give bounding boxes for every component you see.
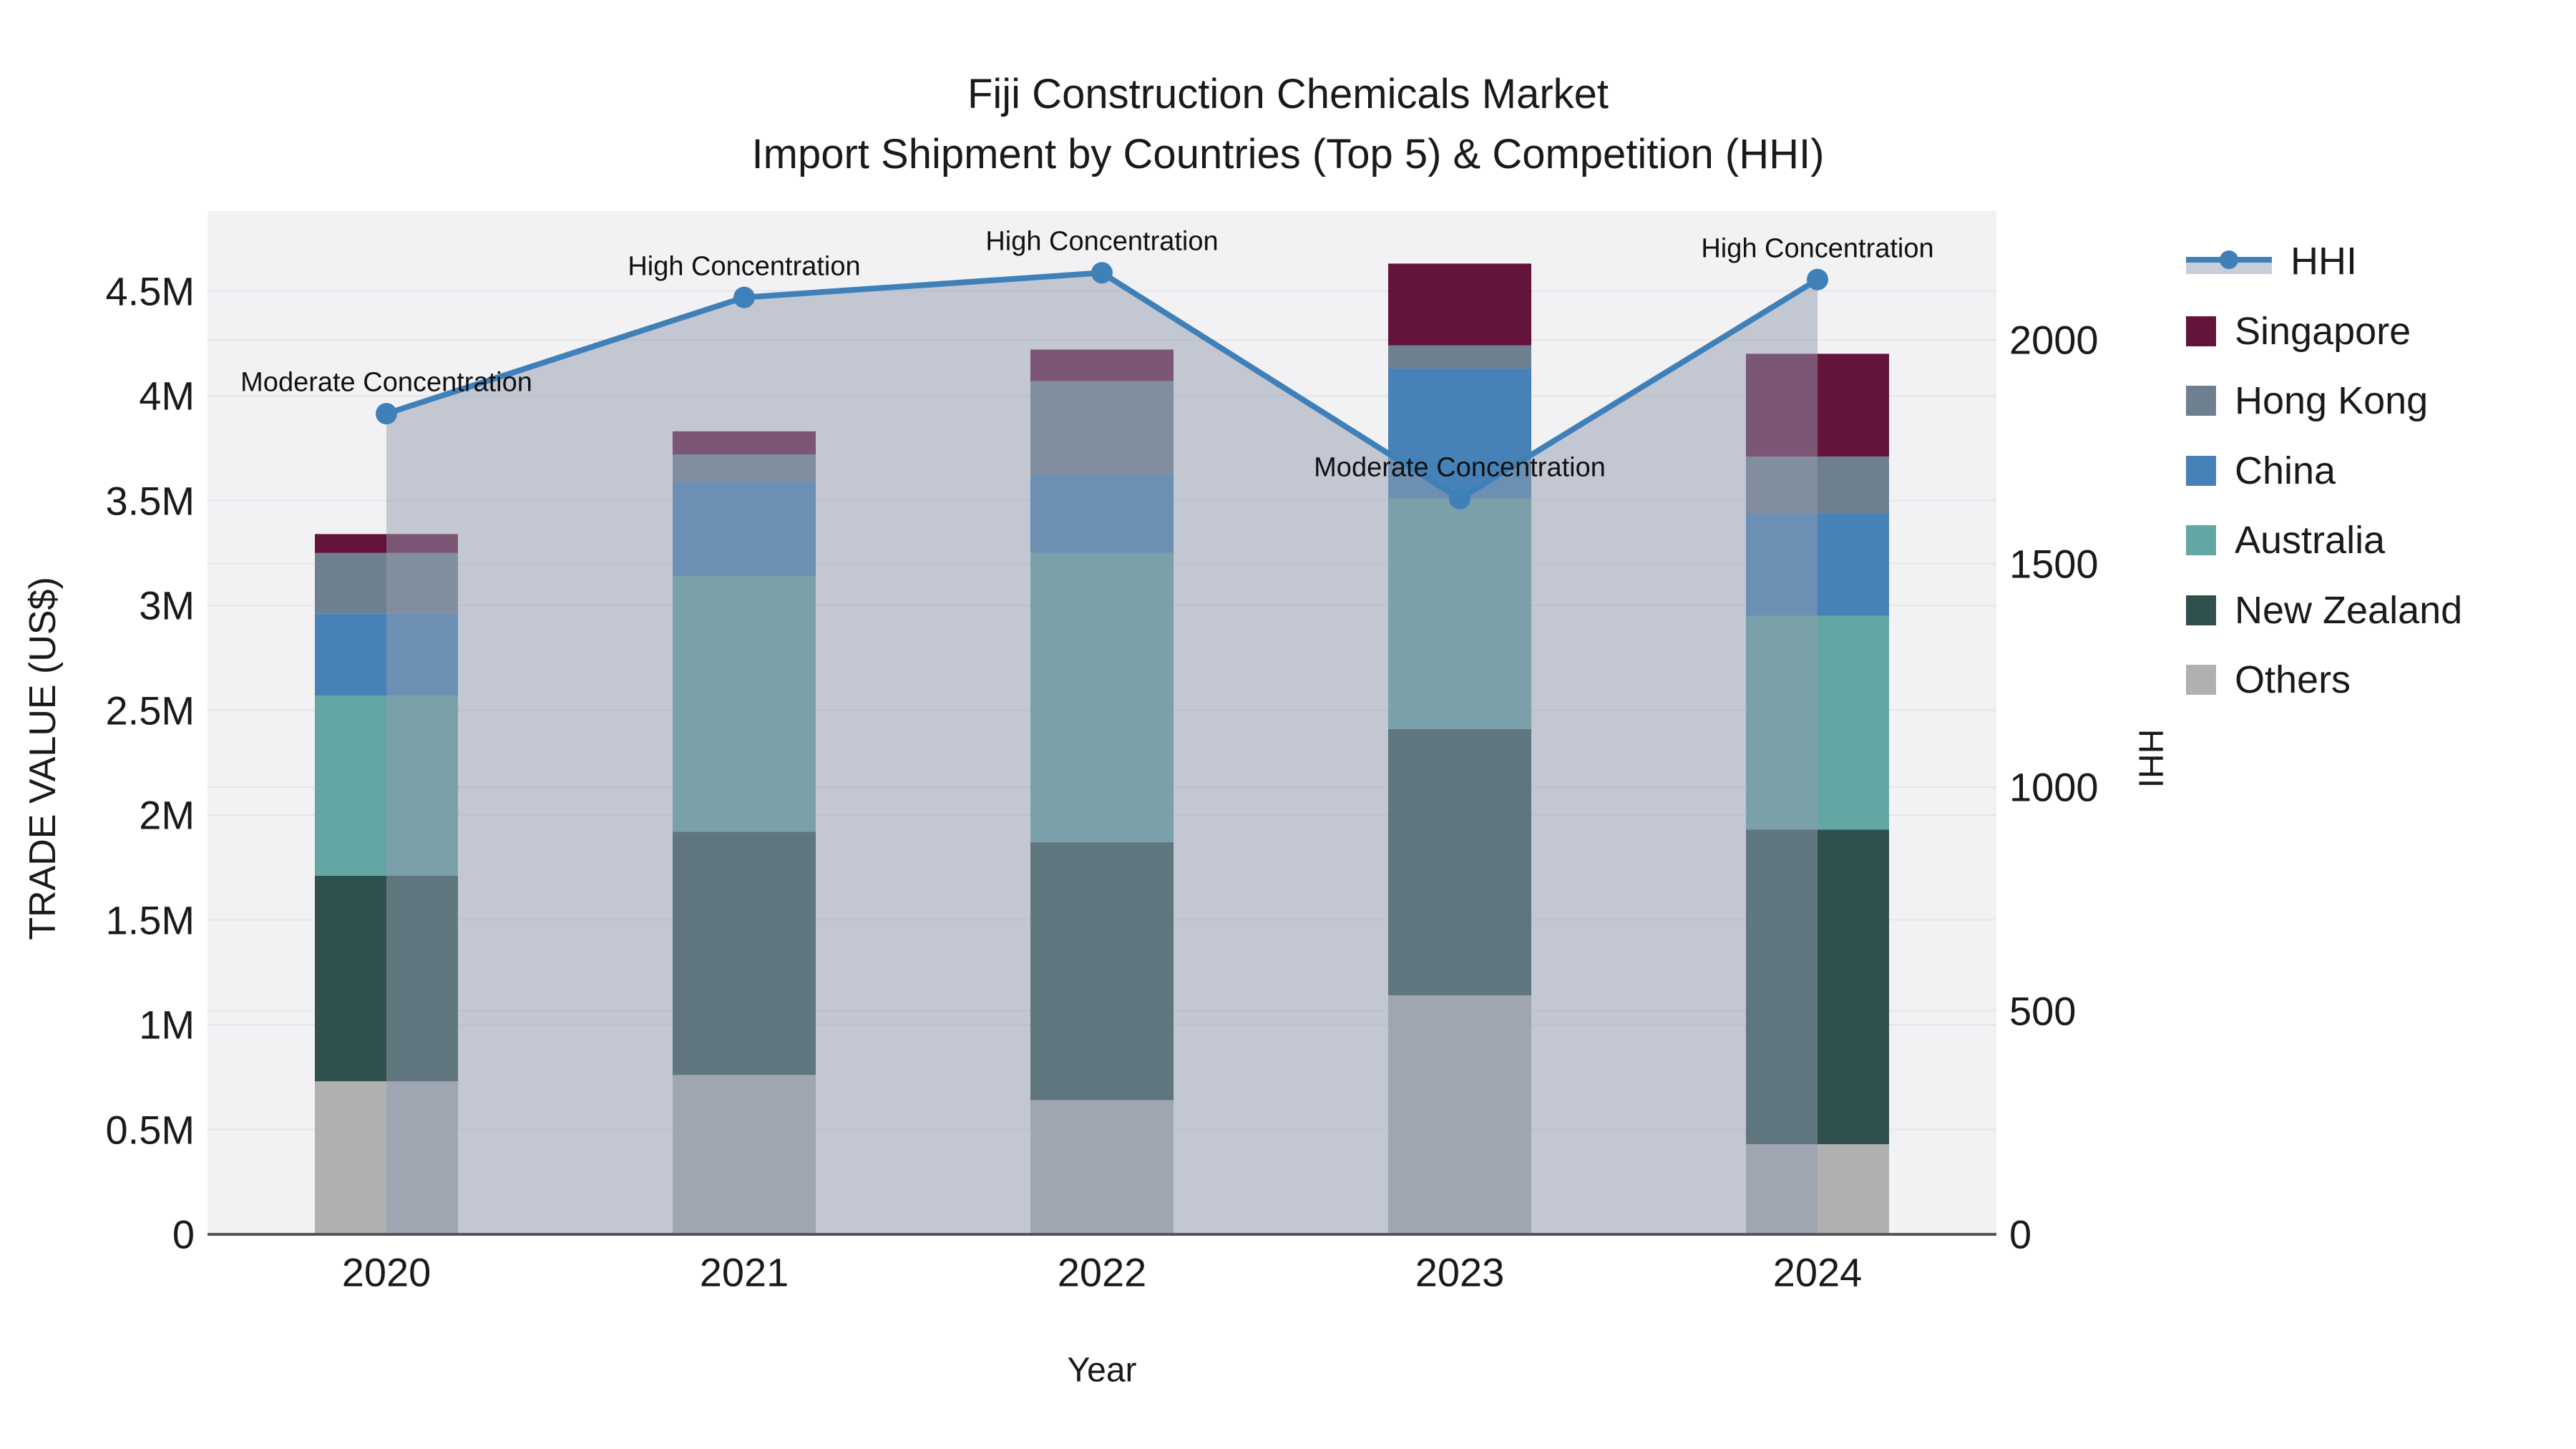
hong-kong-swatch-icon — [2186, 386, 2216, 416]
y-axis-left-title: TRADE VALUE (US$) — [22, 577, 64, 940]
x-tick-2024: 2024 — [1772, 1249, 1863, 1295]
bar-segment-2023-singapore[interactable] — [1388, 263, 1531, 346]
legend-item-hhi[interactable]: HHI — [2186, 239, 2357, 283]
legend-label-hong-kong: Hong Kong — [2235, 379, 2429, 422]
hhi-marker-2021[interactable] — [733, 286, 755, 308]
legend-item-new-zealand[interactable]: New Zealand — [2186, 588, 2462, 633]
y-left-tick-3.5M: 3.5M — [105, 478, 195, 523]
chart-subtitle: Import Shipment by Countries (Top 5) & C… — [751, 131, 1825, 177]
y-right-tick-1500: 1500 — [2009, 541, 2099, 586]
singapore-swatch-icon — [2186, 316, 2216, 346]
legend-item-hong-kong[interactable]: Hong Kong — [2186, 379, 2428, 423]
x-tick-2022: 2022 — [1057, 1249, 1147, 1295]
annotation-2021: High Concentration — [628, 251, 861, 282]
legend-item-australia[interactable]: Australia — [2186, 518, 2385, 562]
x-axis-title: Year — [1067, 1351, 1137, 1390]
x-tick-2021: 2021 — [699, 1249, 789, 1295]
hhi-line-legend-icon — [2186, 245, 2272, 277]
annotation-2022: High Concentration — [985, 226, 1219, 257]
chart-title: Fiji Construction Chemicals Market — [967, 71, 1609, 117]
y-left-tick-0: 0 — [172, 1211, 195, 1257]
y-left-tick-4.5M: 4.5M — [105, 268, 195, 313]
australia-swatch-icon — [2186, 525, 2216, 555]
legend-label-new-zealand: New Zealand — [2235, 588, 2463, 632]
y-axis-right-title: HHI — [2131, 728, 2170, 789]
legend-item-china[interactable]: China — [2186, 449, 2336, 493]
hhi-marker-2020[interactable] — [376, 403, 397, 425]
y-right-tick-1000: 1000 — [2009, 764, 2099, 810]
annotation-2020: Moderate Concentration — [240, 367, 532, 398]
bar-segment-2023-hong-kong[interactable] — [1388, 345, 1531, 369]
y-left-tick-4M: 4M — [139, 373, 195, 419]
y-right-tick-2000: 2000 — [2009, 317, 2099, 363]
x-tick-2020: 2020 — [341, 1249, 431, 1295]
y-left-tick-2.5M: 2.5M — [105, 688, 195, 733]
legend-item-others[interactable]: Others — [2186, 658, 2351, 702]
legend-label-others: Others — [2235, 658, 2351, 701]
legend-label-china: China — [2235, 449, 2336, 492]
y-left-tick-1M: 1M — [139, 1002, 195, 1048]
annotation-2024: High Concentration — [1701, 233, 1934, 264]
y-left-tick-0.5M: 0.5M — [105, 1107, 195, 1152]
new-zealand-swatch-icon — [2186, 595, 2216, 625]
y-left-tick-3M: 3M — [139, 582, 195, 628]
y-right-tick-500: 500 — [2009, 988, 2077, 1033]
y-left-tick-1.5M: 1.5M — [105, 897, 195, 942]
legend-label-australia: Australia — [2235, 519, 2386, 562]
hhi-marker-2023[interactable] — [1449, 487, 1470, 509]
hhi-area-fill — [386, 273, 1818, 1234]
hhi-marker-2022[interactable] — [1091, 262, 1113, 284]
y-left-tick-2M: 2M — [139, 792, 195, 838]
annotation-2023: Moderate Concentration — [1314, 452, 1606, 483]
legend-item-singapore[interactable]: Singapore — [2186, 309, 2411, 353]
legend-label-hhi: HHI — [2290, 240, 2357, 283]
y-right-tick-0: 0 — [2009, 1211, 2032, 1257]
others-swatch-icon — [2186, 665, 2216, 695]
hhi-marker-2024[interactable] — [1807, 268, 1828, 291]
x-tick-2023: 2023 — [1415, 1249, 1505, 1295]
china-swatch-icon — [2186, 455, 2216, 486]
legend-label-singapore: Singapore — [2235, 309, 2411, 353]
